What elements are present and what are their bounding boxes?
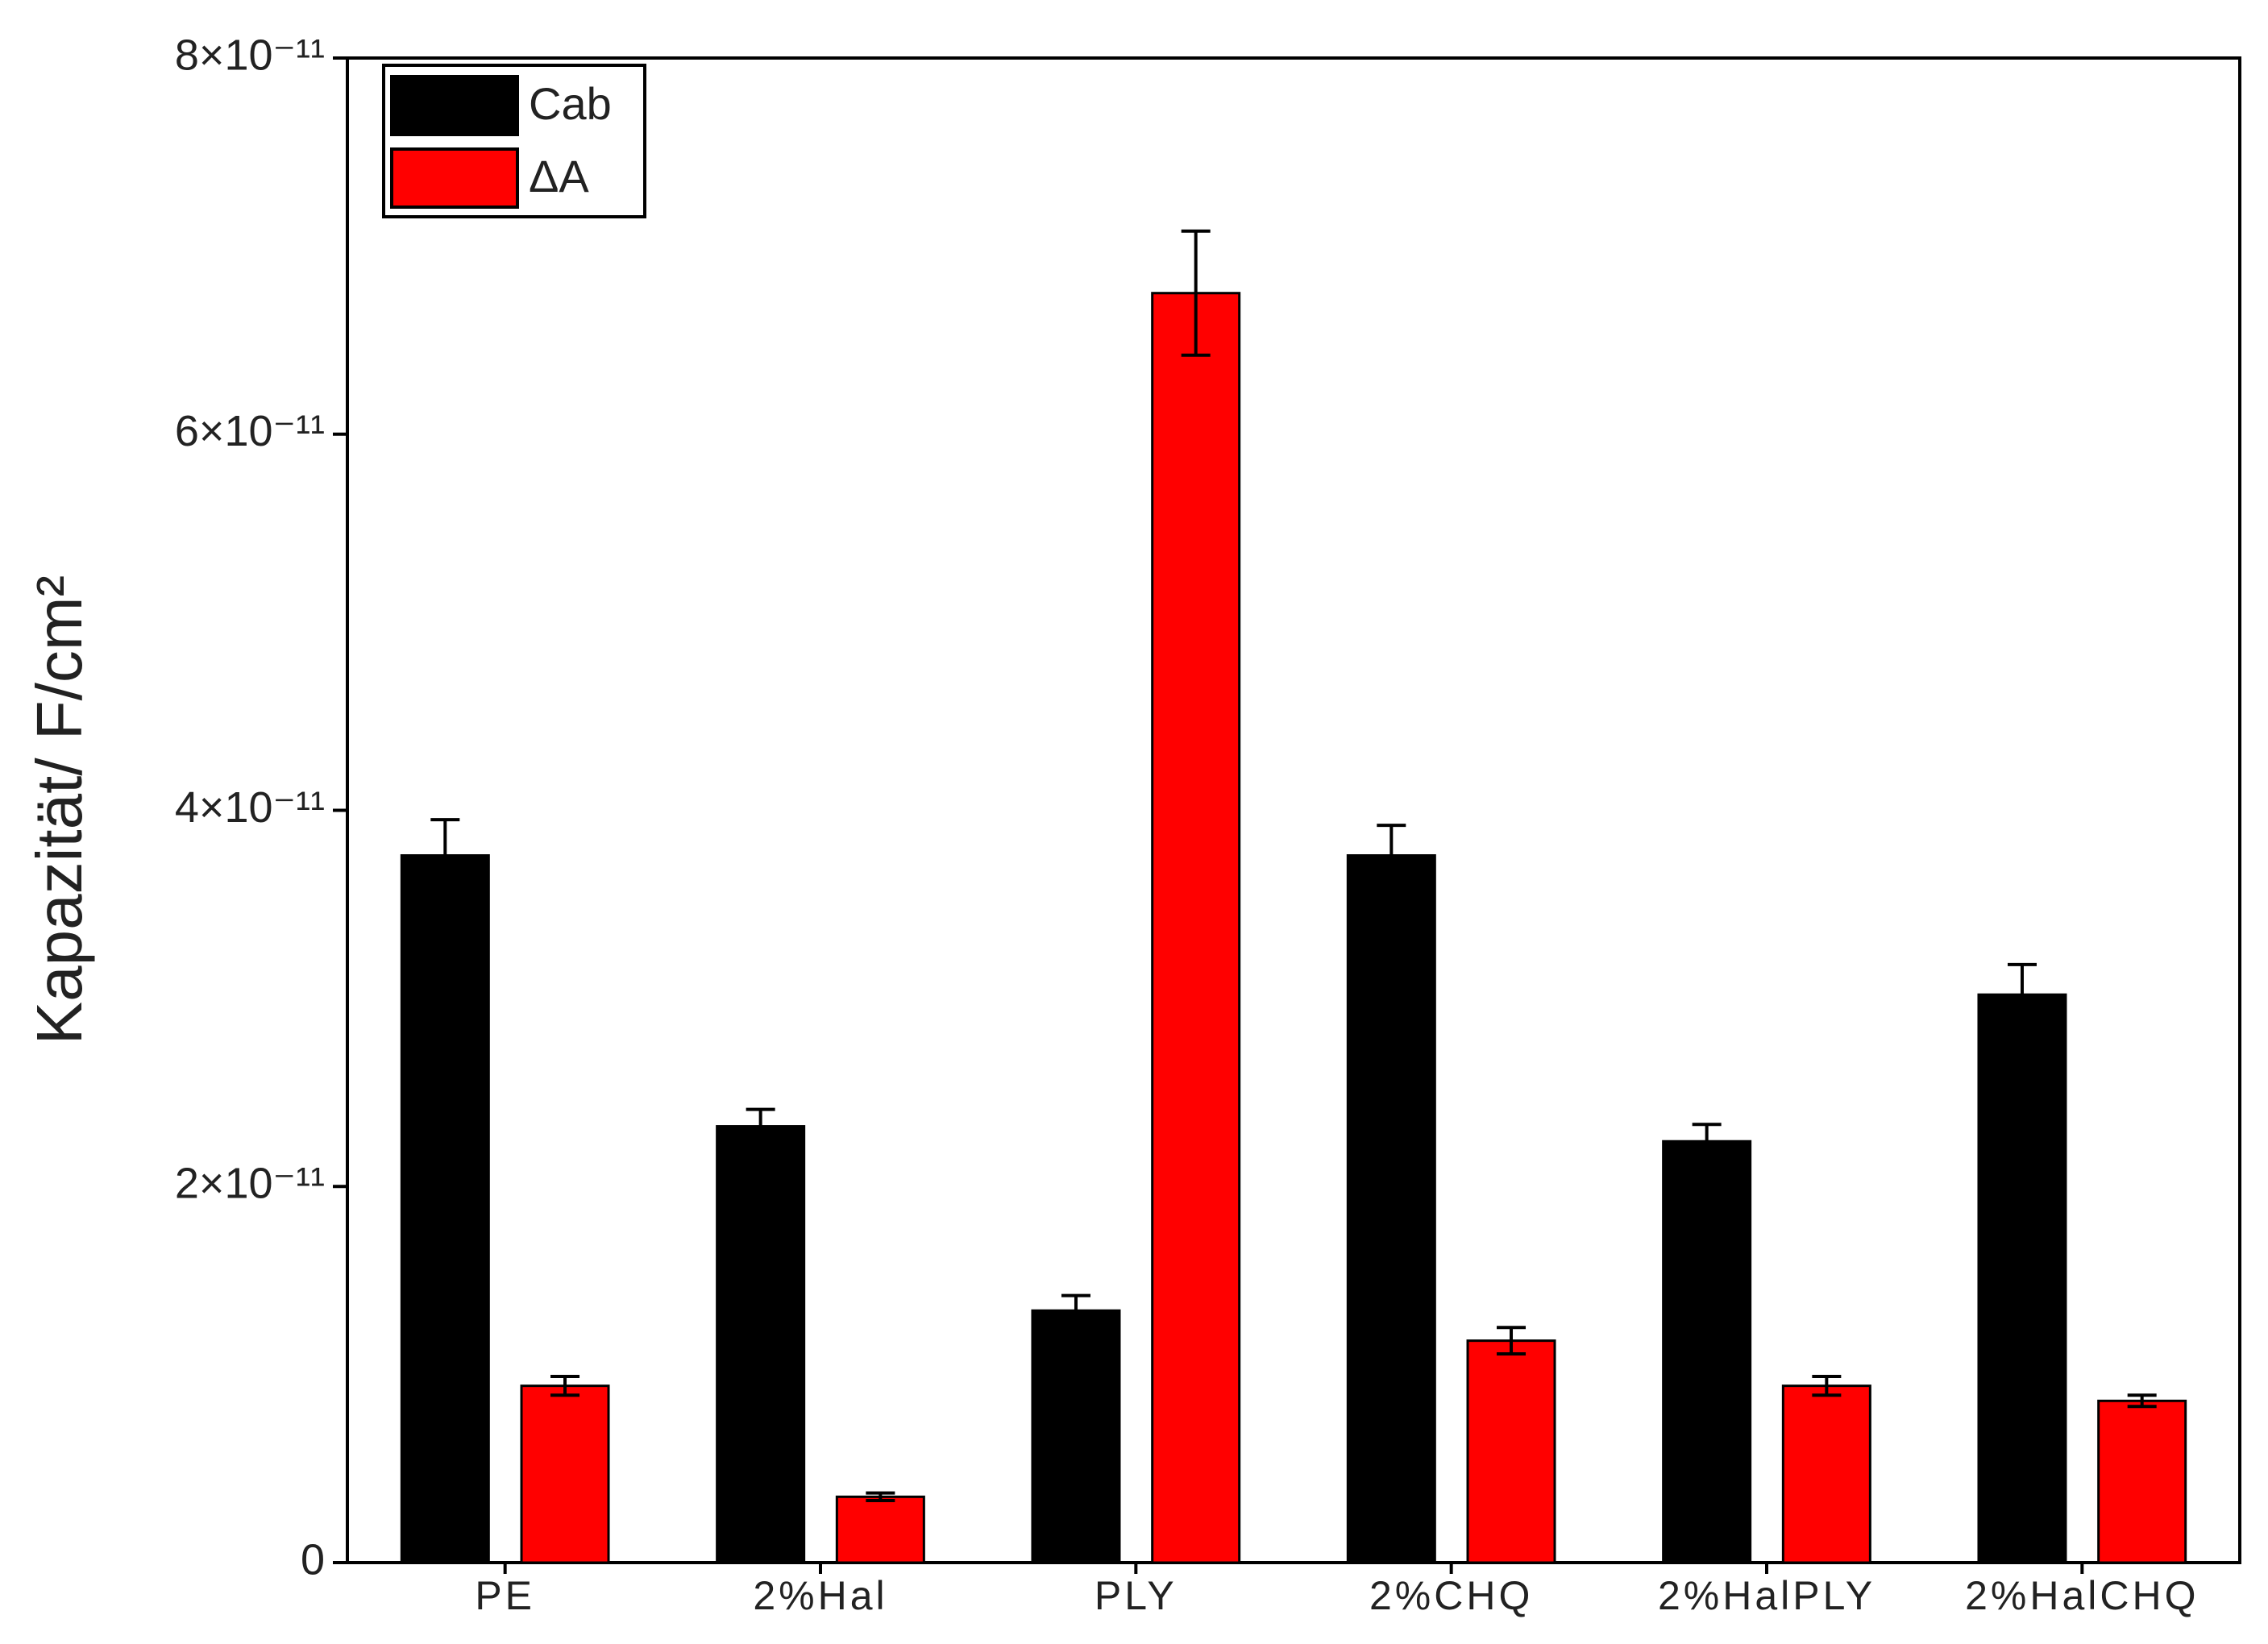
bar: [1466, 1339, 1556, 1564]
error-bar: [1377, 824, 1406, 887]
y-axis-label: Kapazität/ F/cm²: [23, 575, 95, 1044]
error-bar: [866, 1491, 895, 1502]
legend-swatch: [390, 147, 519, 209]
error-bar: [550, 1374, 580, 1397]
y-tick-label: 4×10⁻¹¹: [175, 783, 325, 832]
error-bar: [1181, 229, 1211, 357]
error-bar: [1061, 1293, 1090, 1327]
x-tick-label: 2%Hal: [753, 1573, 887, 1618]
bar: [520, 1385, 610, 1564]
y-tick-label: 0: [301, 1535, 325, 1584]
bar: [1662, 1140, 1752, 1564]
x-tick-label: PE: [475, 1573, 535, 1618]
bar: [716, 1125, 806, 1564]
bar: [1781, 1385, 1871, 1564]
y-tick-label: 8×10⁻¹¹: [175, 31, 325, 79]
y-tick-label: 6×10⁻¹¹: [175, 407, 325, 455]
bar: [835, 1495, 925, 1564]
x-tick-label: PLY: [1095, 1573, 1178, 1618]
bar: [1031, 1309, 1121, 1564]
legend-label: ΔA: [529, 151, 589, 201]
x-tick-label: 2%HalPLY: [1658, 1573, 1875, 1618]
bar: [1151, 292, 1241, 1564]
x-tick-label: 2%CHQ: [1369, 1573, 1533, 1618]
error-bar: [1812, 1374, 1842, 1397]
x-tick-label: 2%HalCHQ: [1965, 1573, 2199, 1618]
error-bar: [2007, 962, 2037, 1027]
bar: [400, 854, 490, 1564]
y-tick-label: 2×10⁻¹¹: [175, 1160, 325, 1208]
plot-frame: [346, 56, 2241, 1564]
bar: [1346, 854, 1436, 1564]
error-bar: [1497, 1326, 1527, 1355]
legend-swatch: [390, 75, 519, 136]
error-bar: [1692, 1123, 1722, 1160]
error-bar: [430, 818, 460, 893]
legend-label: Cab: [529, 78, 612, 129]
bar: [1977, 993, 2067, 1564]
error-bar: [746, 1107, 775, 1145]
error-bar: [2127, 1393, 2157, 1409]
bar: [2097, 1399, 2187, 1564]
